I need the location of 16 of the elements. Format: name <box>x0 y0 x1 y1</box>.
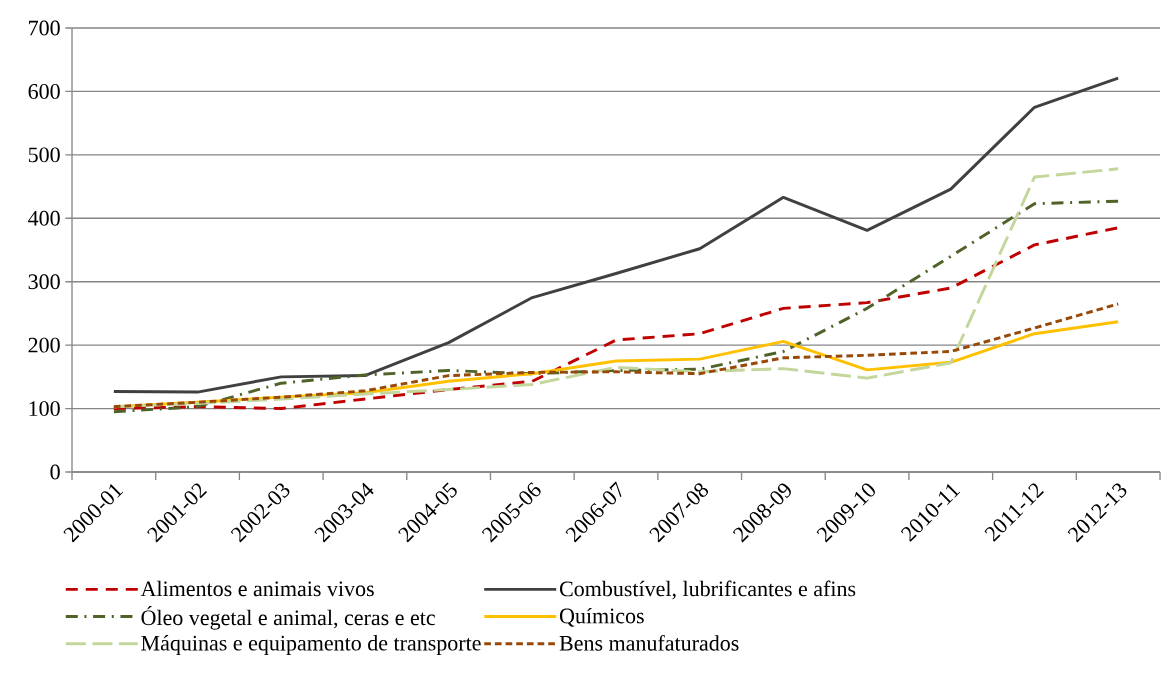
legend-label: Químicos <box>559 607 644 627</box>
y-tick-label: 300 <box>28 274 60 290</box>
y-tick-label: 700 <box>29 20 60 36</box>
y-tick-label: 100 <box>29 401 60 416</box>
y-tick-label: 600 <box>28 84 60 99</box>
legend-label: Óleo vegetal e animal, ceras e etc <box>141 606 435 630</box>
y-tick-label: 400 <box>28 210 60 226</box>
legend-label: Combustível, lubrificantes e afins <box>559 580 856 600</box>
y-tick-label: 500 <box>28 147 60 163</box>
legend-label: Bens manufaturados <box>559 634 739 651</box>
legend-label: Alimentos e animais vivos <box>140 580 374 597</box>
y-tick-label: 0 <box>50 464 60 480</box>
line-series <box>112 76 1120 394</box>
y-tick-label: 200 <box>28 337 60 353</box>
legend-label: Máquinas e equipamento de transporte <box>141 635 481 656</box>
line-series <box>112 302 1120 409</box>
